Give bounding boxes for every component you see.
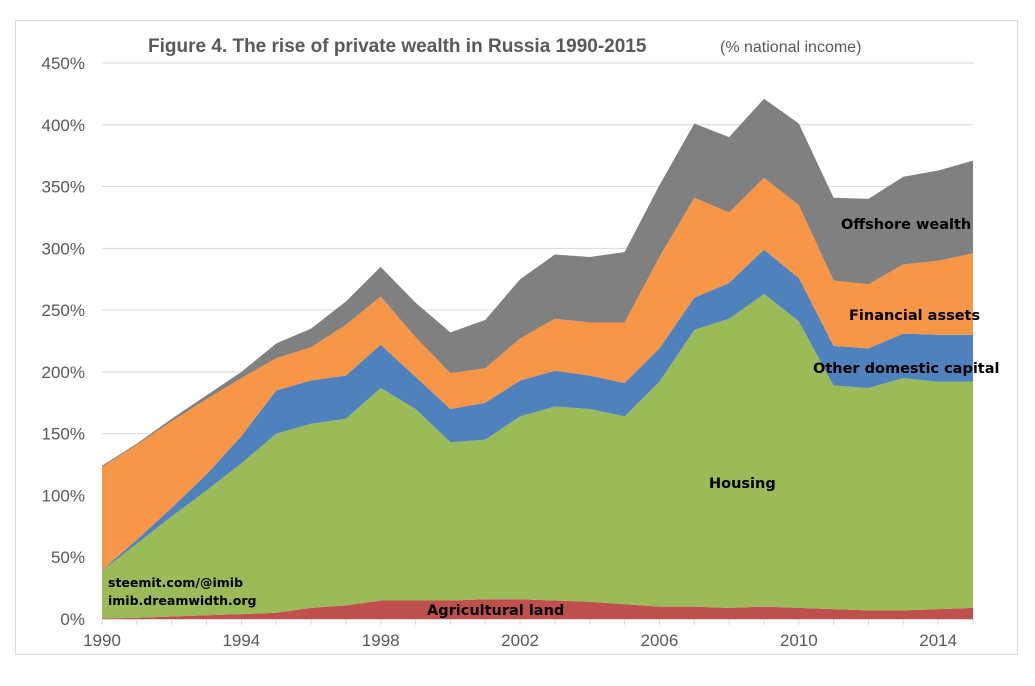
area-offshore-wealth (102, 98, 973, 468)
y-tick-label: 300% (42, 239, 85, 258)
y-tick-label: 250% (42, 301, 85, 320)
y-tick-label: 150% (42, 425, 85, 444)
x-tick-label: 1998 (362, 631, 400, 650)
y-tick-label: 400% (42, 116, 85, 135)
label-offshore-wealth: Offshore wealth (841, 217, 971, 233)
label-agricultural-land: Agricultural land (427, 603, 564, 619)
area-agricultural-land (102, 599, 973, 619)
x-tick-label: 2014 (919, 631, 957, 650)
x-tick-label: 1994 (222, 631, 260, 650)
x-tick-label: 2002 (501, 631, 539, 650)
x-tick-label: 1990 (83, 631, 121, 650)
area-financial-assets (102, 177, 973, 571)
chart-subtitle: (% national income) (720, 39, 861, 56)
y-tick-label: 100% (42, 486, 85, 505)
label-housing: Housing (709, 476, 776, 492)
label-other-domestic-capital: Other domestic capital (813, 361, 1000, 377)
y-tick-label: 450% (42, 54, 85, 73)
x-tick-label: 2010 (780, 631, 818, 650)
area-series (102, 98, 973, 619)
y-tick-label: 50% (51, 548, 85, 567)
watermark-steemit: steemit.com/@imib (108, 575, 243, 590)
y-tick-label: 0% (60, 610, 85, 629)
y-tick-label: 350% (42, 178, 85, 197)
y-tick-label: 200% (42, 363, 85, 382)
x-tick-label: 2006 (641, 631, 679, 650)
label-financial-assets: Financial assets (849, 308, 980, 324)
x-axis-ticks: 1990 1994 1998 2002 2006 2010 2014 (83, 619, 974, 650)
y-axis-ticks: 0% 50% 100% 150% 200% 250% 300% 350% 400% 450% (42, 54, 85, 629)
watermark-dreamwidth: imib.dreamwidth.org (108, 593, 256, 608)
area-housing (102, 294, 973, 619)
area-other-domestic-capital (102, 249, 973, 571)
chart-title: Figure 4. The rise of private wealth in … (148, 36, 647, 57)
